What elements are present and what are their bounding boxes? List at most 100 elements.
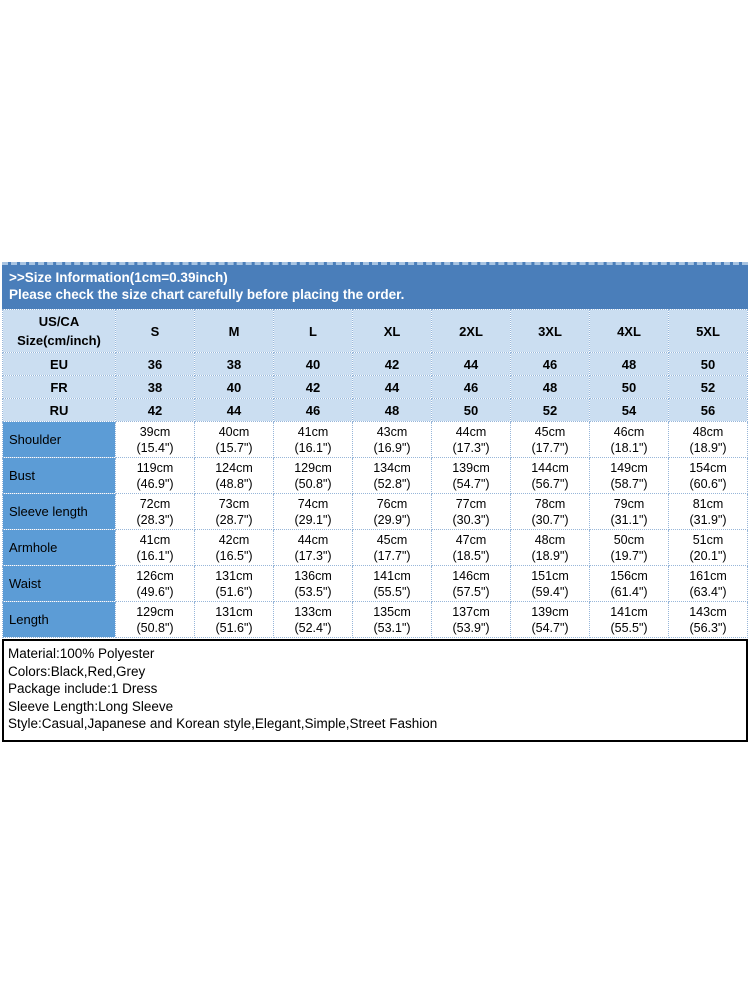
size-header-cell: XL: [352, 309, 432, 353]
value-inch: (60.6"): [689, 476, 727, 491]
measurement-value-cell: 139cm (54.7"): [510, 601, 590, 638]
measurement-value-cell: 45cm (17.7"): [352, 529, 432, 566]
value-cm: 39cm: [139, 424, 171, 439]
measurement-value-cell: 134cm (52.8"): [352, 457, 432, 494]
value-inch: (16.9"): [373, 440, 411, 455]
measurement-value-cell: 73cm (28.7"): [194, 493, 274, 530]
region-value-cell: 44: [352, 375, 432, 399]
value-inch: (50.8"): [294, 476, 332, 491]
value-inch: (18.9"): [531, 548, 569, 563]
region-label-cell: FR: [2, 375, 116, 399]
measurement-value-cell: 47cm (18.5"): [431, 529, 511, 566]
value-inch: (16.1"): [136, 548, 174, 563]
size-info-banner: >>Size Information(1cm=0.39inch) Please …: [2, 262, 748, 309]
value-cm: 139cm: [452, 460, 490, 475]
value-inch: (54.7"): [531, 620, 569, 635]
value-cm: 72cm: [139, 496, 171, 511]
value-cm: 139cm: [531, 604, 569, 619]
size-header-cell: 4XL: [589, 309, 669, 353]
value-inch: (31.1"): [610, 512, 648, 527]
value-cm: 129cm: [294, 460, 332, 475]
value-cm: 41cm: [139, 532, 171, 547]
value-inch: (15.4"): [136, 440, 174, 455]
size-table-body: US/CA Size(cm/inch) S M L XL 2XL 3XL 4XL 5XL EU 36 3…: [2, 309, 748, 638]
measurement-row: Sleeve length 72cm (28.3") 73cm (28.7") 74cm(…: [2, 493, 748, 530]
value-inch: (52.4"): [294, 620, 332, 635]
measurement-value-cell: 141cm (55.5"): [589, 601, 669, 638]
corner-line2: Size(cm/inch): [17, 333, 101, 348]
value-cm: 81cm: [692, 496, 724, 511]
measurement-value-cell: 143cm (56.3"): [668, 601, 748, 638]
value-inch: (55.5"): [610, 620, 648, 635]
value-inch: (54.7"): [452, 476, 490, 491]
value-inch: (17.7"): [373, 548, 411, 563]
product-info-line-sleeve: Sleeve Length:Long Sleeve: [8, 698, 174, 714]
value-inch: (51.6"): [215, 584, 253, 599]
value-cm: 131cm: [215, 604, 253, 619]
value-cm: 154cm: [689, 460, 727, 475]
measurement-value-cell: 78cm (30.7"): [510, 493, 590, 530]
measurement-value-cell: 154cm (60.6"): [668, 457, 748, 494]
measurement-value-cell: 46cm (18.1"): [589, 421, 669, 458]
value-cm: 74cm: [297, 496, 329, 511]
value-inch: (61.4"): [610, 584, 648, 599]
product-info-line-package: Package include:1 Dress: [8, 681, 158, 696]
value-cm: 149cm: [610, 460, 648, 475]
measurement-value-cell: 156cm (61.4"): [589, 565, 669, 602]
region-value-cell: 48: [352, 398, 432, 422]
value-cm: 45cm: [376, 532, 408, 547]
product-info-box: Material:100% Polyester Colors:Black,Red…: [2, 639, 748, 742]
region-value-cell: 44: [194, 398, 274, 422]
value-inch: (48.8"): [215, 476, 253, 491]
measurement-value-cell: 48cm (18.9"): [510, 529, 590, 566]
measurement-label-cell: Shoulder: [2, 421, 116, 458]
measurement-value-cell: 40cm (15.7"): [194, 421, 274, 458]
value-cm: 45cm: [534, 424, 566, 439]
measurement-value-cell: 126cm (49.6"): [115, 565, 195, 602]
value-cm: 137cm: [452, 604, 490, 619]
value-inch: (57.5"): [452, 584, 490, 599]
value-inch: (29.9"): [373, 512, 411, 527]
measurement-value-cell: 41cm (16.1"): [273, 421, 353, 458]
region-value-cell: 50: [589, 375, 669, 399]
size-header-row: US/CA Size(cm/inch) S M L XL 2XL 3XL 4XL 5XL: [2, 309, 748, 353]
value-cm: 141cm: [610, 604, 648, 619]
region-value-cell: 40: [273, 352, 353, 376]
measurement-value-cell: 133cm (52.4"): [273, 601, 353, 638]
value-cm: 50cm: [613, 532, 645, 547]
value-inch: (30.3"): [452, 512, 490, 527]
value-cm: 43cm: [376, 424, 408, 439]
measurement-value-cell: 81cm (31.9"): [668, 493, 748, 530]
region-label-cell: RU: [2, 398, 116, 422]
measurement-value-cell: 44cm (17.3"): [431, 421, 511, 458]
region-value-cell: 46: [431, 375, 511, 399]
region-row: EU 36 38 40 42 44 46 48 50: [2, 352, 748, 376]
value-inch: (56.7"): [531, 476, 569, 491]
value-cm: 141cm: [373, 568, 411, 583]
value-inch: (58.7"): [610, 476, 648, 491]
region-value-cell: 36: [115, 352, 195, 376]
region-value-cell: 54: [589, 398, 669, 422]
value-cm: 44cm: [297, 532, 329, 547]
measurement-value-cell: 43cm (16.9"): [352, 421, 432, 458]
value-cm: 42cm: [218, 532, 250, 547]
measurement-value-cell: 141cm (55.5"): [352, 565, 432, 602]
measurement-value-cell: 146cm (57.5"): [431, 565, 511, 602]
measurement-value-cell: 137cm (53.9"): [431, 601, 511, 638]
size-header-cell: 3XL: [510, 309, 590, 353]
measurement-value-cell: 129cm (50.8"): [115, 601, 195, 638]
value-cm: 151cm: [531, 568, 569, 583]
value-cm: 156cm: [610, 568, 648, 583]
region-row: RU 42 44 46 48 50 52 54 56: [2, 398, 748, 422]
measurement-value-cell: 45cm (17.7"): [510, 421, 590, 458]
product-info-line-material: Material:100% Polyester: [8, 646, 155, 661]
measurement-label-cell: Sleeve length: [2, 493, 116, 530]
measurement-value-cell: 144cm (56.7"): [510, 457, 590, 494]
region-value-cell: 52: [510, 398, 590, 422]
value-cm: 78cm: [534, 496, 566, 511]
value-inch: (63.4"): [689, 584, 727, 599]
value-inch: (28.7"): [215, 512, 253, 527]
value-cm: 124cm: [215, 460, 253, 475]
measurement-value-cell: 42cm (16.5"): [194, 529, 274, 566]
value-cm: 76cm: [376, 496, 408, 511]
